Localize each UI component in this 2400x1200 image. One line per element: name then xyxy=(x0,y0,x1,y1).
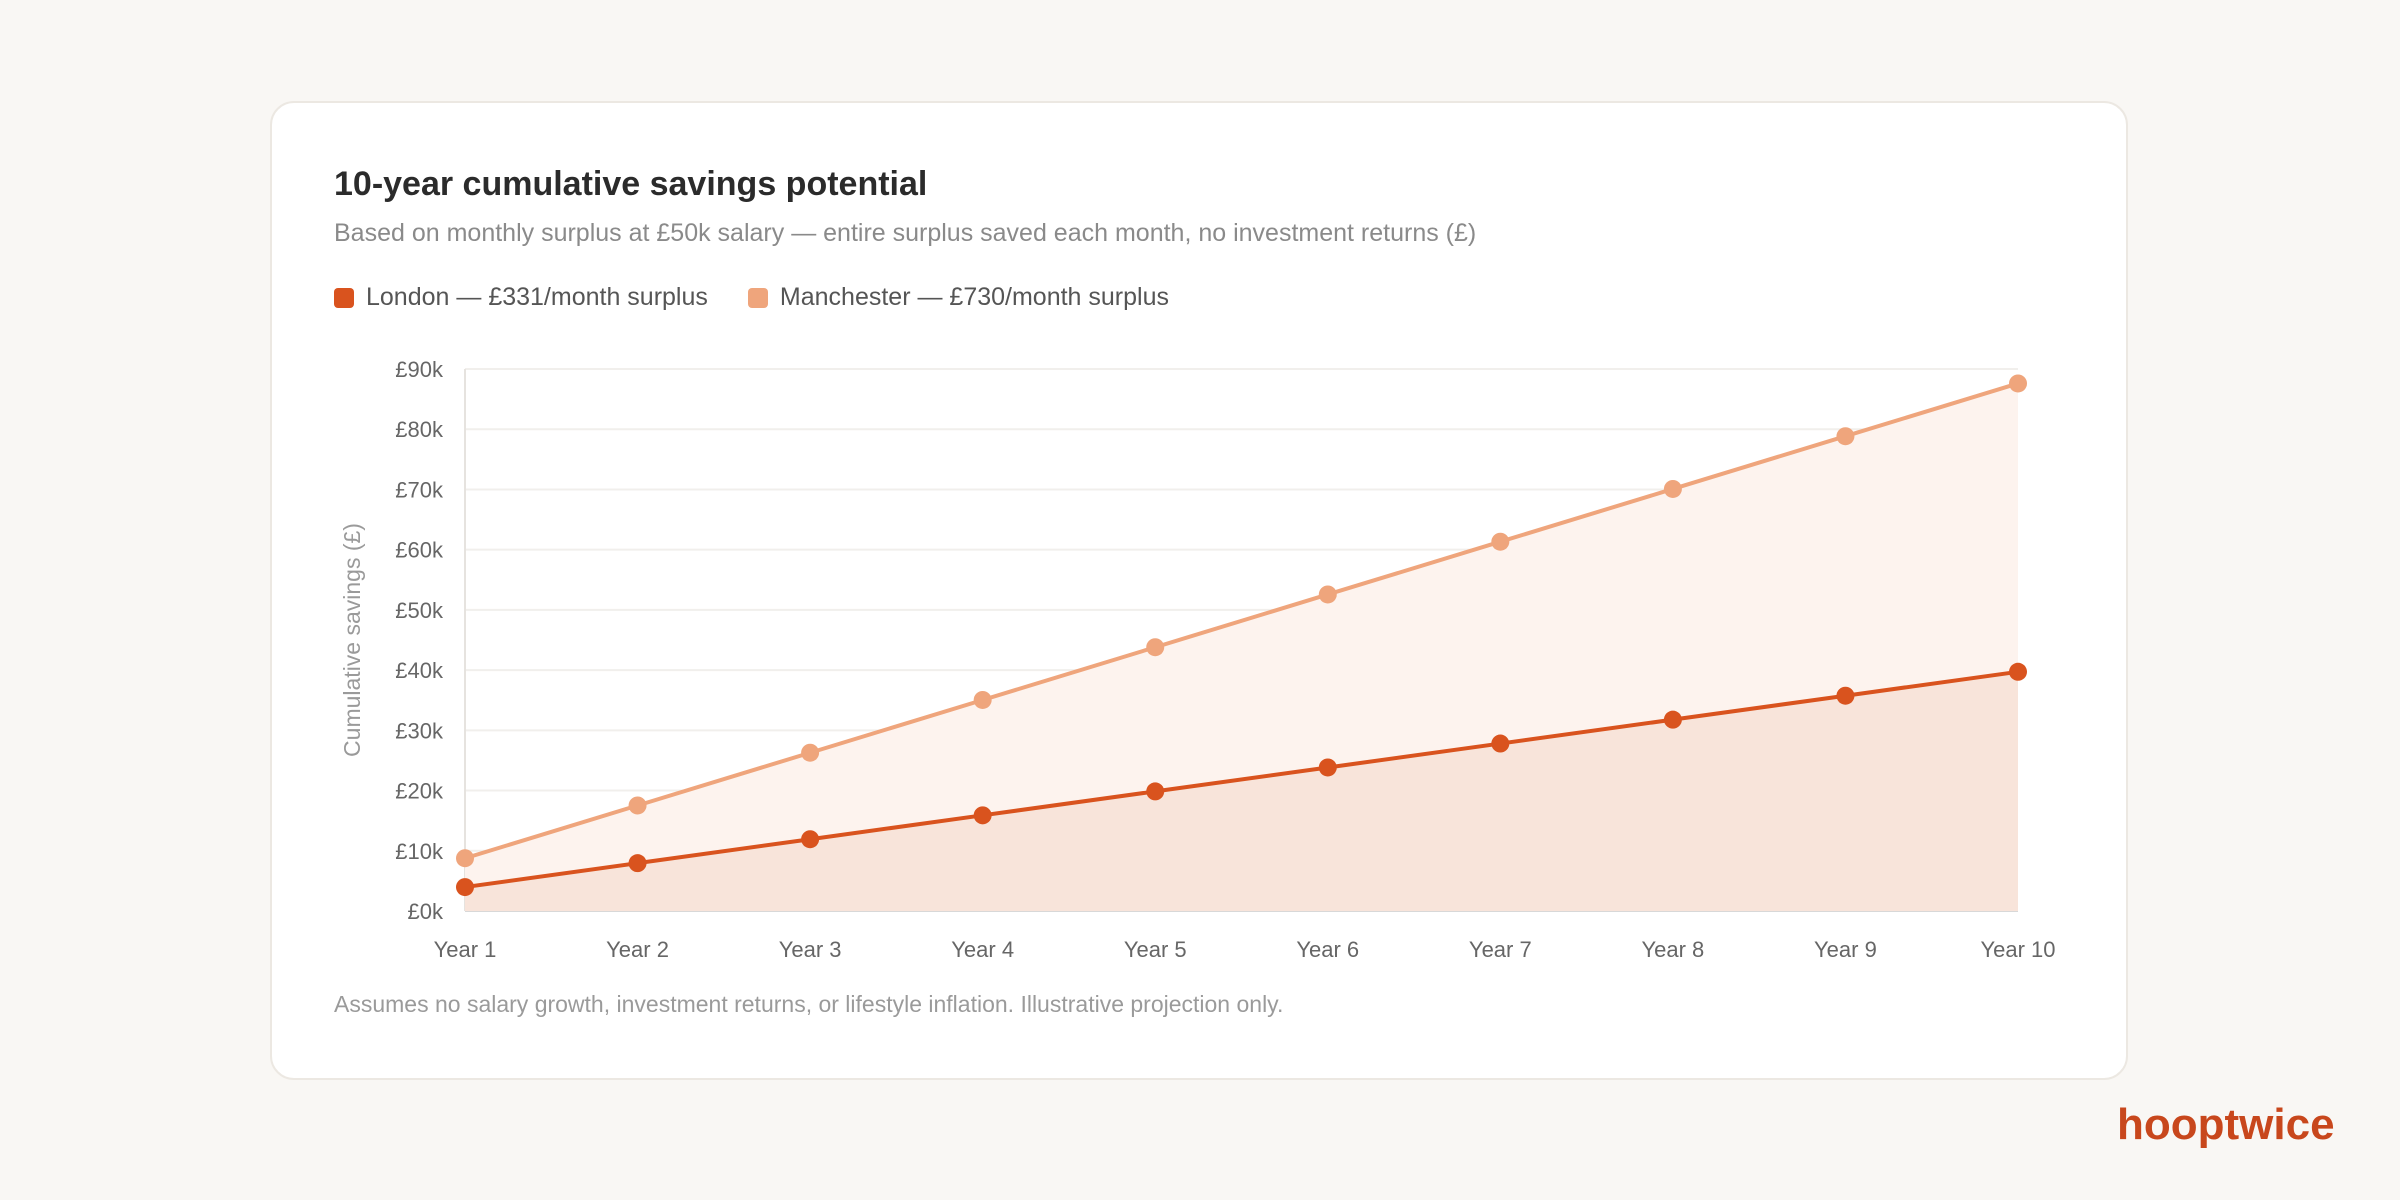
y-tick-label: £80k xyxy=(395,417,444,442)
y-tick-label: £10k xyxy=(395,839,444,864)
x-tick-label: Year 3 xyxy=(779,937,842,962)
y-tick-label: £60k xyxy=(395,538,444,563)
point-london xyxy=(973,806,992,825)
x-tick-label: Year 2 xyxy=(606,937,669,962)
legend-label-manchester: Manchester — £730/month surplus xyxy=(779,283,1169,311)
line-london xyxy=(464,669,2019,890)
point-manchester xyxy=(1663,479,1682,498)
legend-swatch-london xyxy=(334,287,354,308)
y-axis-title: Cumulative savings (£) xyxy=(339,523,365,757)
point-london xyxy=(1836,686,1855,705)
point-london xyxy=(1318,758,1337,777)
chart-legend: London — £331/month surplus Manchester —… xyxy=(334,283,1169,312)
y-tick-label: £0k xyxy=(408,899,444,924)
point-manchester xyxy=(801,743,820,762)
point-london xyxy=(801,830,820,849)
point-london xyxy=(628,854,647,873)
x-tick-label: Year 4 xyxy=(951,937,1014,962)
x-tick-label: Year 9 xyxy=(1814,937,1877,962)
y-tick-label: £50k xyxy=(395,598,444,623)
brand-logo: hooptwice xyxy=(2117,1100,2335,1149)
point-london xyxy=(2009,662,2027,681)
point-manchester xyxy=(628,796,647,815)
line-manchester xyxy=(464,381,2019,861)
point-manchester xyxy=(1491,532,1510,551)
y-tick-label: £70k xyxy=(395,477,444,502)
x-tick-label: Year 7 xyxy=(1469,937,1532,962)
chart-subtitle: Based on monthly surplus at £50k salary … xyxy=(334,219,1477,247)
savings-chart: £0k £10k £20k £30k £40k £50k £60k £70k £80k £90k C… xyxy=(339,357,2056,962)
point-london xyxy=(1146,782,1165,801)
y-tick-label: £30k xyxy=(395,718,444,743)
legend-swatch-manchester xyxy=(747,287,768,308)
x-tick-label: Year 10 xyxy=(1980,937,2055,962)
point-manchester xyxy=(456,849,474,868)
point-london xyxy=(1491,734,1510,753)
point-london xyxy=(456,878,474,897)
y-tick-label: £40k xyxy=(395,658,444,683)
x-tick-label: Year 6 xyxy=(1296,937,1359,962)
legend-item-manchester[interactable]: Manchester — £730/month surplus xyxy=(747,283,1169,312)
y-tick-label: £90k xyxy=(395,357,444,382)
x-tick-label: Year 8 xyxy=(1641,937,1704,962)
point-manchester xyxy=(1836,427,1855,446)
point-london xyxy=(1663,710,1682,729)
point-manchester xyxy=(1318,585,1337,604)
x-tick-label: Year 1 xyxy=(434,937,497,962)
legend-label-london: London — £331/month surplus xyxy=(366,283,708,311)
area-london xyxy=(465,671,2018,911)
y-tick-label: £20k xyxy=(395,779,444,804)
point-manchester xyxy=(1146,638,1165,657)
point-manchester xyxy=(2009,374,2027,393)
point-manchester xyxy=(973,690,992,709)
legend-item-london[interactable]: London — £331/month surplus xyxy=(334,283,708,312)
chart-title: 10-year cumulative savings potential xyxy=(334,165,928,203)
chart-card: 10-year cumulative savings potential Bas… xyxy=(270,101,2128,1080)
chart-footnote: Assumes no salary growth, investment ret… xyxy=(334,991,1284,1017)
x-tick-label: Year 5 xyxy=(1124,937,1187,962)
